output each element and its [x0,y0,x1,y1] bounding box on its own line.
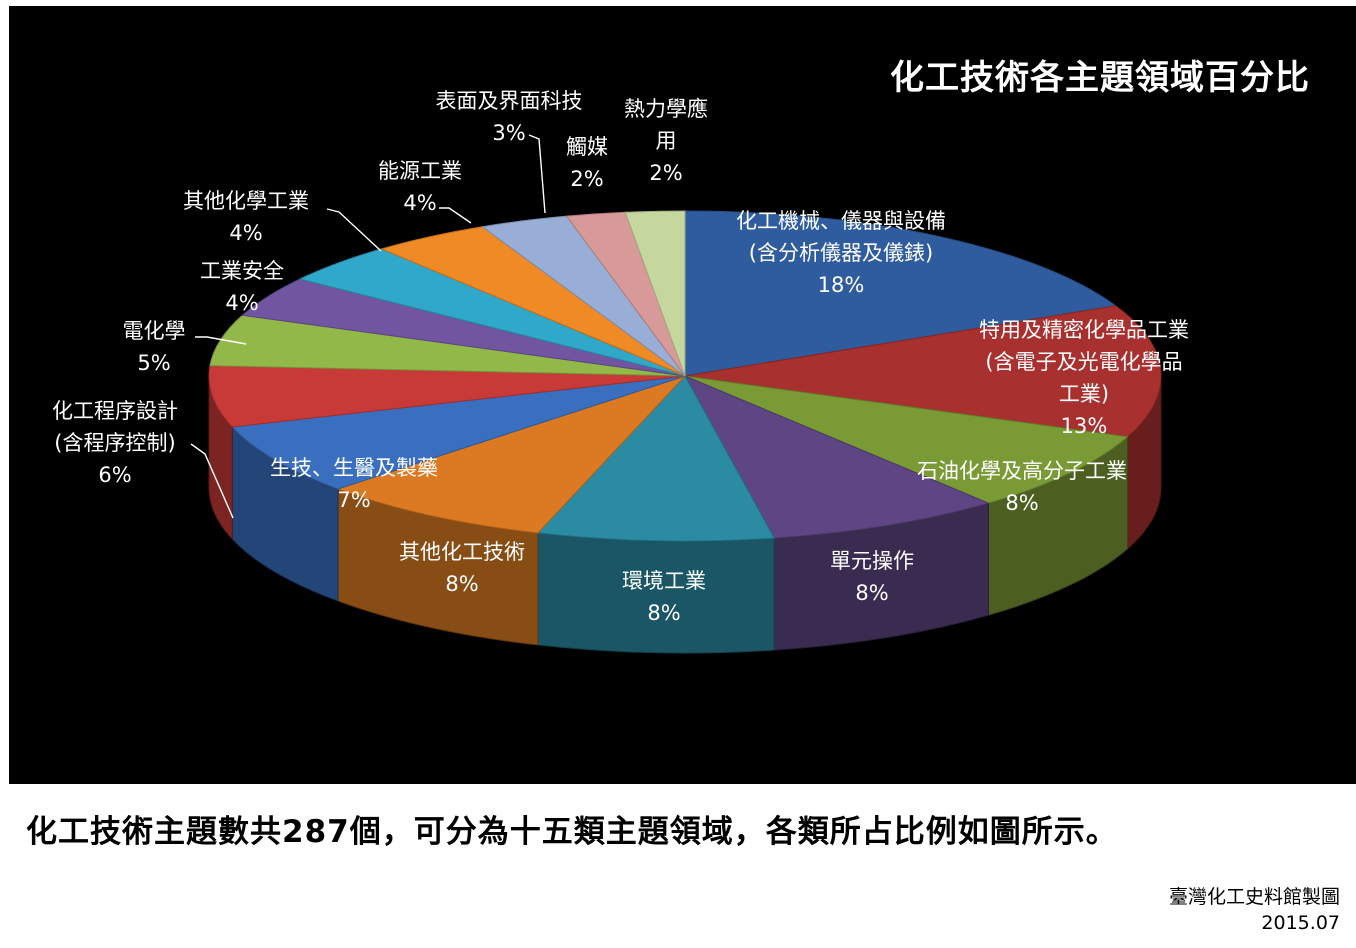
pie-slice-4 [536,375,776,542]
pie-slice-14 [624,210,686,377]
pie-slice-0 [684,210,1117,377]
caption-text: 化工技術主題數共287個，可分為十五類主題領域，各類所占比例如圖所示。 [26,814,1118,850]
leader-line-8 [195,336,247,345]
slice-label-11: 能源工業 4% [378,159,462,215]
pie-slice-2 [684,375,1129,504]
pie-slice-3 [683,374,990,539]
chart-title: 化工技術各主題領域百分比 [890,58,1310,98]
credit-block: 臺灣化工史料館製圖 2015.07 [1169,884,1340,936]
leader-line-11 [439,207,472,224]
credit-date: 2015.07 [1261,912,1340,934]
leader-line-12 [528,134,546,214]
pie-slice-1 [684,305,1162,438]
pie-slice-6 [231,375,686,490]
slice-label-1: 特用及精密化學品工業(含電子及光電化學品工業) 13% [979,318,1189,438]
pie-slice-5 [336,375,686,534]
slice-label-12: 表面及界面科技 3% [436,89,583,145]
slice-label-4: 環境工業 8% [622,569,706,625]
slice-label-9: 工業安全 4% [200,259,284,315]
slice-label-0: 化工機械、儀器與設備(含分析儀器及儀錶) 18% [736,209,946,297]
slice-label-10: 其他化學工業 4% [183,189,309,245]
pie-chart: 化工機械、儀器與設備(含分析儀器及儀錶) 18% 特用及精密化學品工業(含電子及光電… [52,89,1189,654]
slice-label-2: 石油化學及高分子工業 8% [917,459,1127,515]
slice-label-5: 其他化工技術 8% [399,540,525,596]
pie-slice-7 [208,365,686,428]
slice-label-7: 化工程序設計(含程序控制) 6% [52,399,178,487]
slice-label-14: 熱力學應用 2% [624,97,708,185]
leader-line-7 [190,443,234,519]
leader-line-10 [326,208,382,252]
slice-label-3: 單元操作 8% [830,549,914,605]
slice-label-8: 電化學 5% [123,319,186,375]
slice-label-6: 生技、生醫及製藥 7% [270,456,438,512]
slice-label-13: 觸媒 2% [566,135,608,191]
credit-source: 臺灣化工史料館製圖 [1168,886,1340,908]
pie-chart-panel: 化工機械、儀器與設備(含分析儀器及儀錶) 18% 特用及精密化學品工業(含電子及光電… [9,6,1356,784]
